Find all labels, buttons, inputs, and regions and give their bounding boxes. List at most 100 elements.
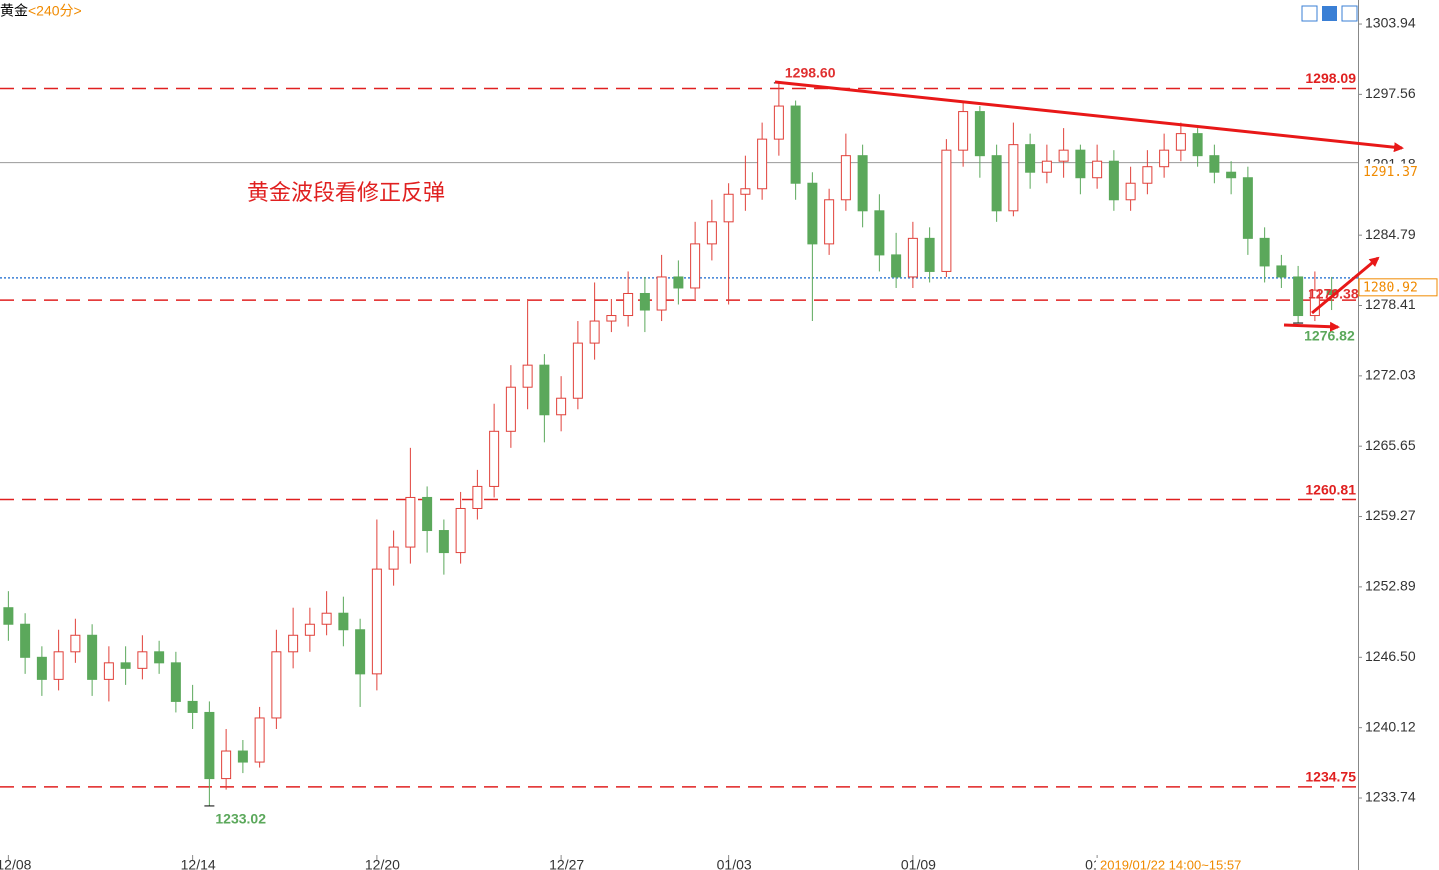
- candle-body: [790, 105, 801, 184]
- candle-body: [874, 210, 885, 256]
- candle-body: [187, 700, 198, 713]
- candle-body: [271, 651, 282, 719]
- candle-body: [857, 155, 868, 212]
- annotation: 黄金波段看修正反弹: [247, 180, 445, 205]
- candle-body: [891, 254, 902, 278]
- candle-body: [1125, 182, 1136, 201]
- candle-body: [623, 292, 634, 317]
- x-tick-label: 01/09: [901, 857, 936, 870]
- candle-body: [87, 634, 98, 680]
- level-label: 1291.37: [1363, 165, 1418, 180]
- candle-body: [1276, 265, 1287, 278]
- candle-body: [639, 292, 650, 311]
- candle-body: [757, 138, 768, 190]
- candle-body: [1092, 160, 1103, 179]
- trend-line: [774, 80, 1404, 153]
- candle-body: [1075, 149, 1086, 179]
- x-tick-label: 12/27: [549, 857, 584, 870]
- candle-body: [924, 237, 935, 272]
- y-tick-label: 1265.65: [1365, 437, 1416, 453]
- candle-body: [1293, 276, 1304, 317]
- y-tick-label: 1297.56: [1365, 85, 1416, 101]
- chart-title: 黄金: [0, 3, 28, 19]
- candle-body: [723, 193, 734, 223]
- candle-body: [1192, 133, 1203, 157]
- candle-body: [355, 629, 366, 675]
- candle-body: [690, 243, 701, 289]
- candle-body: [221, 750, 232, 780]
- candle-body: [321, 612, 332, 625]
- candle-body: [673, 276, 684, 289]
- candle-body: [3, 607, 14, 625]
- y-tick-label: 1272.03: [1365, 367, 1416, 383]
- candle-body: [572, 342, 583, 399]
- trend-arrow: [1283, 321, 1340, 332]
- candle-body: [1108, 160, 1119, 201]
- candle-body: [204, 711, 215, 780]
- candle-body: [656, 276, 667, 311]
- candle-body: [773, 105, 784, 140]
- candle-body: [824, 199, 835, 245]
- candle-body: [1159, 149, 1170, 168]
- point-label: 1276.82: [1304, 328, 1355, 344]
- tool-icon[interactable]: [1301, 5, 1318, 22]
- candle-body: [589, 320, 600, 344]
- tool-icon[interactable]: [1322, 6, 1337, 21]
- candle-body: [237, 750, 248, 763]
- y-tick-label: 1246.50: [1365, 648, 1416, 664]
- candle-body: [422, 496, 433, 532]
- candle-body: [907, 237, 918, 278]
- candle-body: [556, 397, 567, 416]
- candle-body: [1058, 149, 1069, 162]
- candle-body: [371, 568, 382, 675]
- candle-body: [53, 651, 64, 680]
- candle-body: [254, 717, 265, 763]
- candle-body: [1226, 171, 1237, 179]
- trend-lines: [774, 80, 1404, 332]
- candle-body: [958, 111, 969, 151]
- candle-body: [154, 651, 165, 664]
- level-label: 1260.81: [1305, 481, 1356, 497]
- candle-body: [1209, 155, 1220, 173]
- trend-arrow: [1311, 256, 1380, 315]
- candle-body: [36, 656, 47, 680]
- y-tick-label: 1252.89: [1365, 578, 1416, 594]
- candle-body: [991, 155, 1002, 212]
- candle-body: [338, 612, 349, 631]
- y-tick-label: 1233.74: [1365, 789, 1416, 805]
- candle-body: [1142, 166, 1153, 184]
- candle-body: [1041, 160, 1052, 173]
- candle-body: [1008, 144, 1019, 212]
- candle-body: [505, 386, 516, 432]
- level-label-box: [1359, 163, 1437, 181]
- candle-body: [522, 364, 533, 388]
- point-label: 1298.60: [785, 65, 836, 81]
- candle-body: [288, 634, 299, 653]
- candle-body: [807, 182, 818, 245]
- toolbar: [1301, 5, 1358, 22]
- candle-body: [120, 662, 131, 669]
- candle-body: [489, 430, 500, 487]
- candle-body: [472, 485, 483, 509]
- cursor-label-box: [1096, 858, 1336, 870]
- candle-body: [70, 634, 81, 653]
- x-tick-label: 12/14: [181, 857, 216, 870]
- tool-icon[interactable]: [1341, 5, 1358, 22]
- candle-body: [539, 364, 550, 416]
- y-tick-label: 1303.94: [1365, 15, 1416, 31]
- cursor-label: 2019/01/22 14:00~15:57: [1100, 857, 1241, 870]
- candle-body: [840, 155, 851, 201]
- candle-body: [304, 623, 315, 636]
- candle-body: [606, 315, 617, 322]
- candle-body: [103, 662, 114, 680]
- point-label: 1233.02: [215, 811, 266, 827]
- x-tick-label: 12/20: [365, 857, 400, 870]
- x-tick-label: 12/08: [0, 857, 32, 870]
- candle-body: [405, 496, 416, 548]
- y-tick-label: 1284.79: [1365, 226, 1416, 242]
- candle-body: [438, 530, 449, 554]
- candle-body: [455, 507, 466, 554]
- candle-body: [1259, 237, 1270, 267]
- candle-body: [740, 188, 751, 195]
